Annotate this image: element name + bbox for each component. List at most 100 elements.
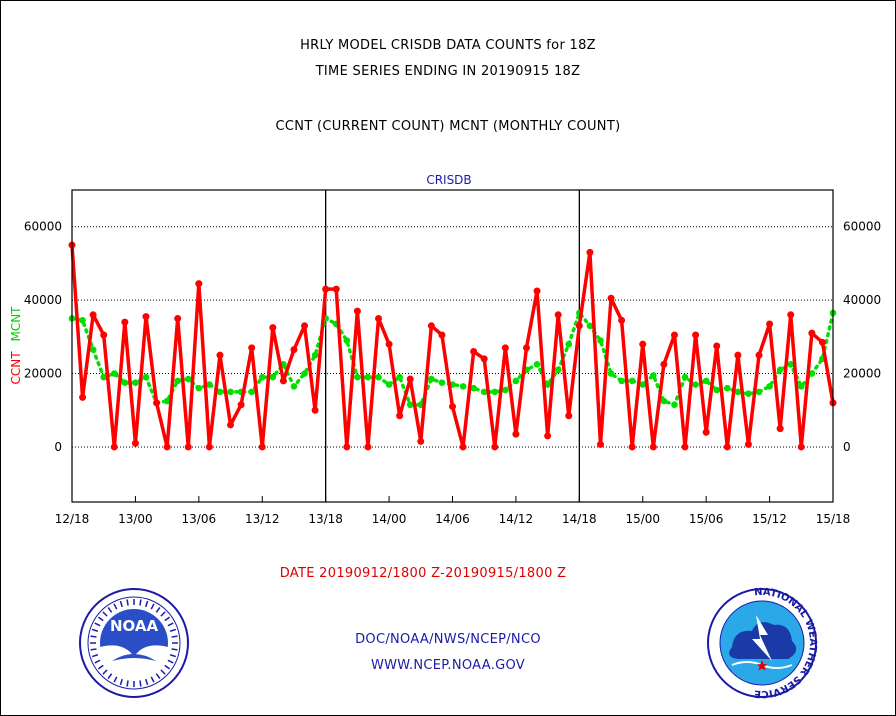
x-tick-label: 14/18 (562, 512, 597, 526)
x-tick-label: 13/18 (308, 512, 343, 526)
y-axis-title: CCNT MCNT (9, 306, 23, 385)
website-label: WWW.NCEP.NOAA.GOV (370, 658, 526, 673)
mcnt-point (512, 377, 520, 385)
x-tick-label: 15/00 (625, 512, 660, 526)
ccnt-point (681, 443, 689, 451)
y-tick-label: 20000 (843, 367, 881, 381)
ccnt-point (660, 360, 668, 368)
mcnt-point (618, 377, 625, 385)
ccnt-point (692, 331, 700, 339)
noaa-ring-tick (169, 654, 177, 658)
ccnt-point (628, 443, 636, 451)
mcnt-point (227, 388, 234, 396)
ccnt-point (723, 443, 731, 451)
noaa-ring-tick (107, 673, 113, 680)
ccnt-point (301, 322, 309, 330)
mcnt-point (808, 370, 816, 377)
mcnt-point (269, 373, 277, 381)
ccnt-point (818, 338, 826, 346)
noaa-ring-tick (155, 606, 161, 613)
noaa-ring-tick (155, 673, 161, 680)
mcnt-point (480, 388, 488, 396)
noaa-ring-tick (164, 616, 171, 622)
mcnt-point (396, 373, 403, 381)
ccnt-point (438, 331, 446, 339)
mcnt-point (628, 377, 636, 385)
ccnt-point (195, 280, 203, 288)
ccnt-point (808, 329, 816, 337)
mcnt-point (586, 322, 594, 330)
mcnt-point (142, 373, 150, 381)
noaa-ring-tick (145, 600, 149, 608)
x-tick-label: 15/12 (752, 512, 787, 526)
mcnt-point (650, 372, 657, 379)
noaa-ring-tick (171, 635, 178, 638)
noaa-ring-tick (107, 606, 113, 613)
ccnt-point (713, 342, 721, 350)
ccnt-point (353, 307, 361, 315)
mcnt-point (554, 366, 562, 374)
mcnt-point (311, 351, 319, 359)
ccnt-point (522, 344, 530, 352)
ccnt-point (501, 344, 509, 352)
y-tick-label: 40000 (24, 293, 62, 307)
ccnt-point (766, 320, 774, 328)
ccnt-point (639, 340, 647, 348)
mcnt-point (79, 317, 86, 324)
noaa-ring-tick (150, 676, 155, 683)
mcnt-axis-label: MCNT (9, 306, 23, 342)
ccnt-point (533, 287, 541, 295)
ccnt-point (459, 443, 467, 451)
mcnt-point (206, 381, 213, 388)
noaa-ring-tick (90, 635, 97, 638)
ccnt-point (174, 314, 182, 322)
noaa-ring-tick (139, 599, 142, 606)
ccnt-point (702, 428, 710, 436)
mcnt-point (502, 386, 509, 394)
mcnt-point (544, 381, 551, 388)
mcnt-point (174, 377, 181, 385)
noaa-ring-tick (167, 659, 174, 664)
ccnt-point (385, 340, 393, 348)
noaa-ring-tick (102, 611, 108, 617)
ccnt-point (79, 393, 87, 401)
mcnt-point (385, 381, 393, 388)
ccnt-point (163, 443, 171, 451)
mcnt-point (459, 383, 467, 390)
mcnt-point (639, 381, 647, 388)
ccnt-point (89, 311, 97, 319)
noaa-ring-tick (160, 669, 166, 675)
y-tick-label: 60000 (24, 220, 62, 234)
ccnt-point (269, 324, 277, 332)
date-range-label: DATE 20190912/1800 Z-20190915/1800 Z (279, 566, 567, 581)
ccnt-point (364, 443, 372, 451)
ccnt-point (100, 331, 108, 339)
ccnt-point (110, 443, 118, 451)
x-tick-label: 15/18 (816, 512, 851, 526)
mcnt-point (766, 383, 773, 390)
ccnt-point (787, 311, 795, 319)
mcnt-point (428, 375, 435, 383)
noaa-ring-tick (164, 664, 171, 670)
noaa-ring-tick (171, 648, 178, 651)
mcnt-point (776, 366, 784, 374)
mcnt-point (692, 381, 699, 388)
x-tick-label: 13/00 (118, 512, 153, 526)
ccnt-point (227, 421, 235, 429)
mcnt-point (406, 401, 414, 409)
mcnt-point (470, 384, 477, 392)
noaa-ring-tick (119, 600, 123, 608)
ccnt-point (375, 314, 383, 322)
mcnt-point (607, 370, 615, 377)
noaa-ring-tick (169, 628, 177, 632)
mcnt-point (533, 361, 541, 368)
noaa-ring-tick (97, 616, 104, 622)
noaa-ring-tick (139, 680, 142, 687)
mcnt-point (132, 379, 139, 387)
mcnt-point (290, 383, 298, 390)
ccnt-point (258, 443, 266, 451)
mcnt-point (354, 373, 361, 381)
ccnt-point (618, 316, 626, 324)
mcnt-point (724, 384, 731, 392)
